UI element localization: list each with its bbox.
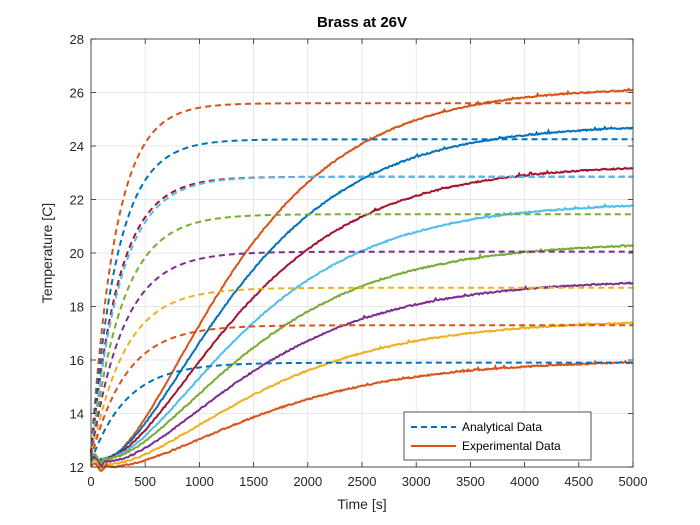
experimental-series-line bbox=[90, 359, 634, 472]
analytical-series-line bbox=[90, 102, 633, 454]
analytical-series-line bbox=[90, 324, 633, 460]
axis-ticks: 0 500 1000 1500 2000 2500 3000 3500 4000 4500 5000… bbox=[70, 32, 648, 489]
x-tick-label: 0 bbox=[87, 474, 94, 489]
x-tick-label: 2000 bbox=[293, 474, 322, 489]
analytical-series-line bbox=[90, 138, 633, 454]
experimental-series-line bbox=[90, 166, 634, 465]
y-tick-label: 20 bbox=[70, 246, 84, 261]
series-layer bbox=[90, 87, 634, 472]
experimental-series-line bbox=[90, 202, 634, 465]
x-tick-label: 1000 bbox=[185, 474, 214, 489]
y-tick-label: 14 bbox=[70, 407, 84, 422]
analytical-series-line bbox=[90, 286, 633, 460]
y-tick-label: 12 bbox=[70, 460, 84, 475]
y-tick-label: 26 bbox=[70, 86, 84, 101]
y-axis-label: Temperature [C] bbox=[39, 203, 55, 303]
legend-box bbox=[403, 411, 592, 461]
y-tick-label: 16 bbox=[70, 353, 84, 368]
experimental-series-line bbox=[90, 87, 634, 466]
legend-label-analytical: Analytical Data bbox=[462, 420, 542, 434]
y-tick-label: 18 bbox=[70, 300, 84, 315]
y-tick-label: 28 bbox=[70, 32, 84, 47]
x-axis-label: Time [s] bbox=[337, 496, 386, 512]
chart-title: Brass at 26V bbox=[317, 14, 407, 31]
y-tick-label: 24 bbox=[70, 139, 84, 154]
analytical-series-line bbox=[90, 361, 633, 462]
x-tick-label: 3500 bbox=[456, 474, 485, 489]
x-tick-label: 4500 bbox=[564, 474, 593, 489]
analytical-series-line bbox=[90, 175, 633, 457]
x-tick-label: 3000 bbox=[402, 474, 431, 489]
x-tick-label: 5000 bbox=[619, 474, 648, 489]
legend: Analytical Data Experimental Data bbox=[403, 411, 592, 461]
analytical-series-line bbox=[90, 250, 633, 457]
x-tick-label: 500 bbox=[134, 474, 156, 489]
legend-label-experimental: Experimental Data bbox=[462, 439, 561, 453]
x-tick-label: 4000 bbox=[510, 474, 539, 489]
analytical-series-line bbox=[90, 213, 633, 457]
x-tick-label: 1500 bbox=[239, 474, 268, 489]
y-tick-label: 22 bbox=[70, 193, 84, 208]
x-tick-label: 2500 bbox=[348, 474, 377, 489]
experimental-series-line bbox=[90, 321, 634, 470]
